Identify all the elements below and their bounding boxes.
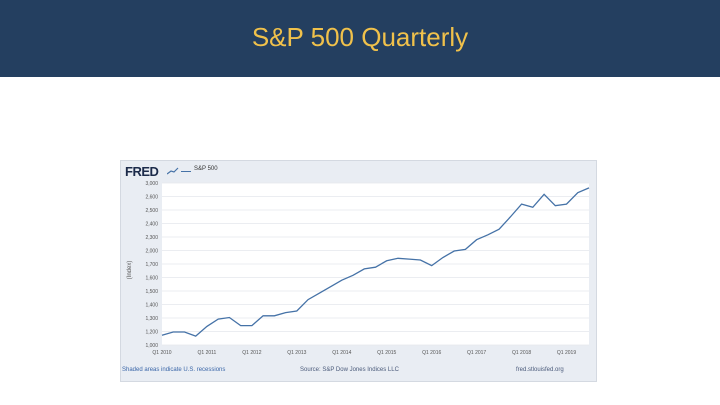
- x-tick-label: Q1 2019: [557, 350, 576, 356]
- y-tick-label: 2,000: [145, 249, 158, 255]
- page-title: S&P 500 Quarterly: [251, 22, 469, 52]
- x-tick-label: Q1 2011: [198, 350, 217, 356]
- fred-logo: FRED: [125, 164, 159, 179]
- legend-label: S&P 500: [194, 166, 218, 172]
- x-tick-label: Q1 2017: [467, 350, 486, 356]
- legend-line: [181, 171, 191, 172]
- y-tick-label: 2,500: [145, 208, 158, 214]
- x-tick-label: Q1 2015: [377, 350, 396, 356]
- y-tick-label: 1,200: [145, 330, 158, 336]
- y-axis-label: (Index): [127, 261, 133, 280]
- x-tick-label: Q1 2010: [152, 350, 171, 356]
- footer-recession-note: Shaded areas indicate U.S. recessions: [122, 367, 226, 373]
- x-tick-label: Q1 2014: [332, 350, 351, 356]
- y-tick-label: 1,500: [145, 289, 158, 295]
- y-tick-label: 1,400: [145, 303, 158, 309]
- header-banner: S&P 500 Quarterly: [0, 0, 720, 77]
- x-tick-label: Q1 2018: [512, 350, 531, 356]
- y-tick-label: 2,600: [145, 195, 158, 201]
- x-tick-label: Q1 2012: [242, 350, 261, 356]
- y-tick-label: 1,700: [145, 262, 158, 268]
- y-tick-label: 1,300: [145, 316, 158, 322]
- footer-fred-url: fred.stlouisfed.org: [516, 367, 564, 373]
- x-tick-label: Q1 2013: [287, 350, 306, 356]
- footer-source: Source: S&P Dow Jones Indices LLC: [300, 367, 399, 373]
- y-tick-label: 1,000: [145, 343, 158, 349]
- y-tick-label: 2,300: [145, 235, 158, 241]
- fred-chart-icon: [167, 167, 179, 175]
- y-tick-label: 2,400: [145, 222, 158, 228]
- series-line-sp500: [161, 187, 590, 337]
- x-tick-label: Q1 2016: [422, 350, 441, 356]
- y-tick-label: 3,000: [145, 181, 158, 187]
- y-tick-label: 1,600: [145, 276, 158, 282]
- chart: 1,000 1,200 1,300 1,400 1,500 1,600 1,700 2,000…: [127, 181, 590, 356]
